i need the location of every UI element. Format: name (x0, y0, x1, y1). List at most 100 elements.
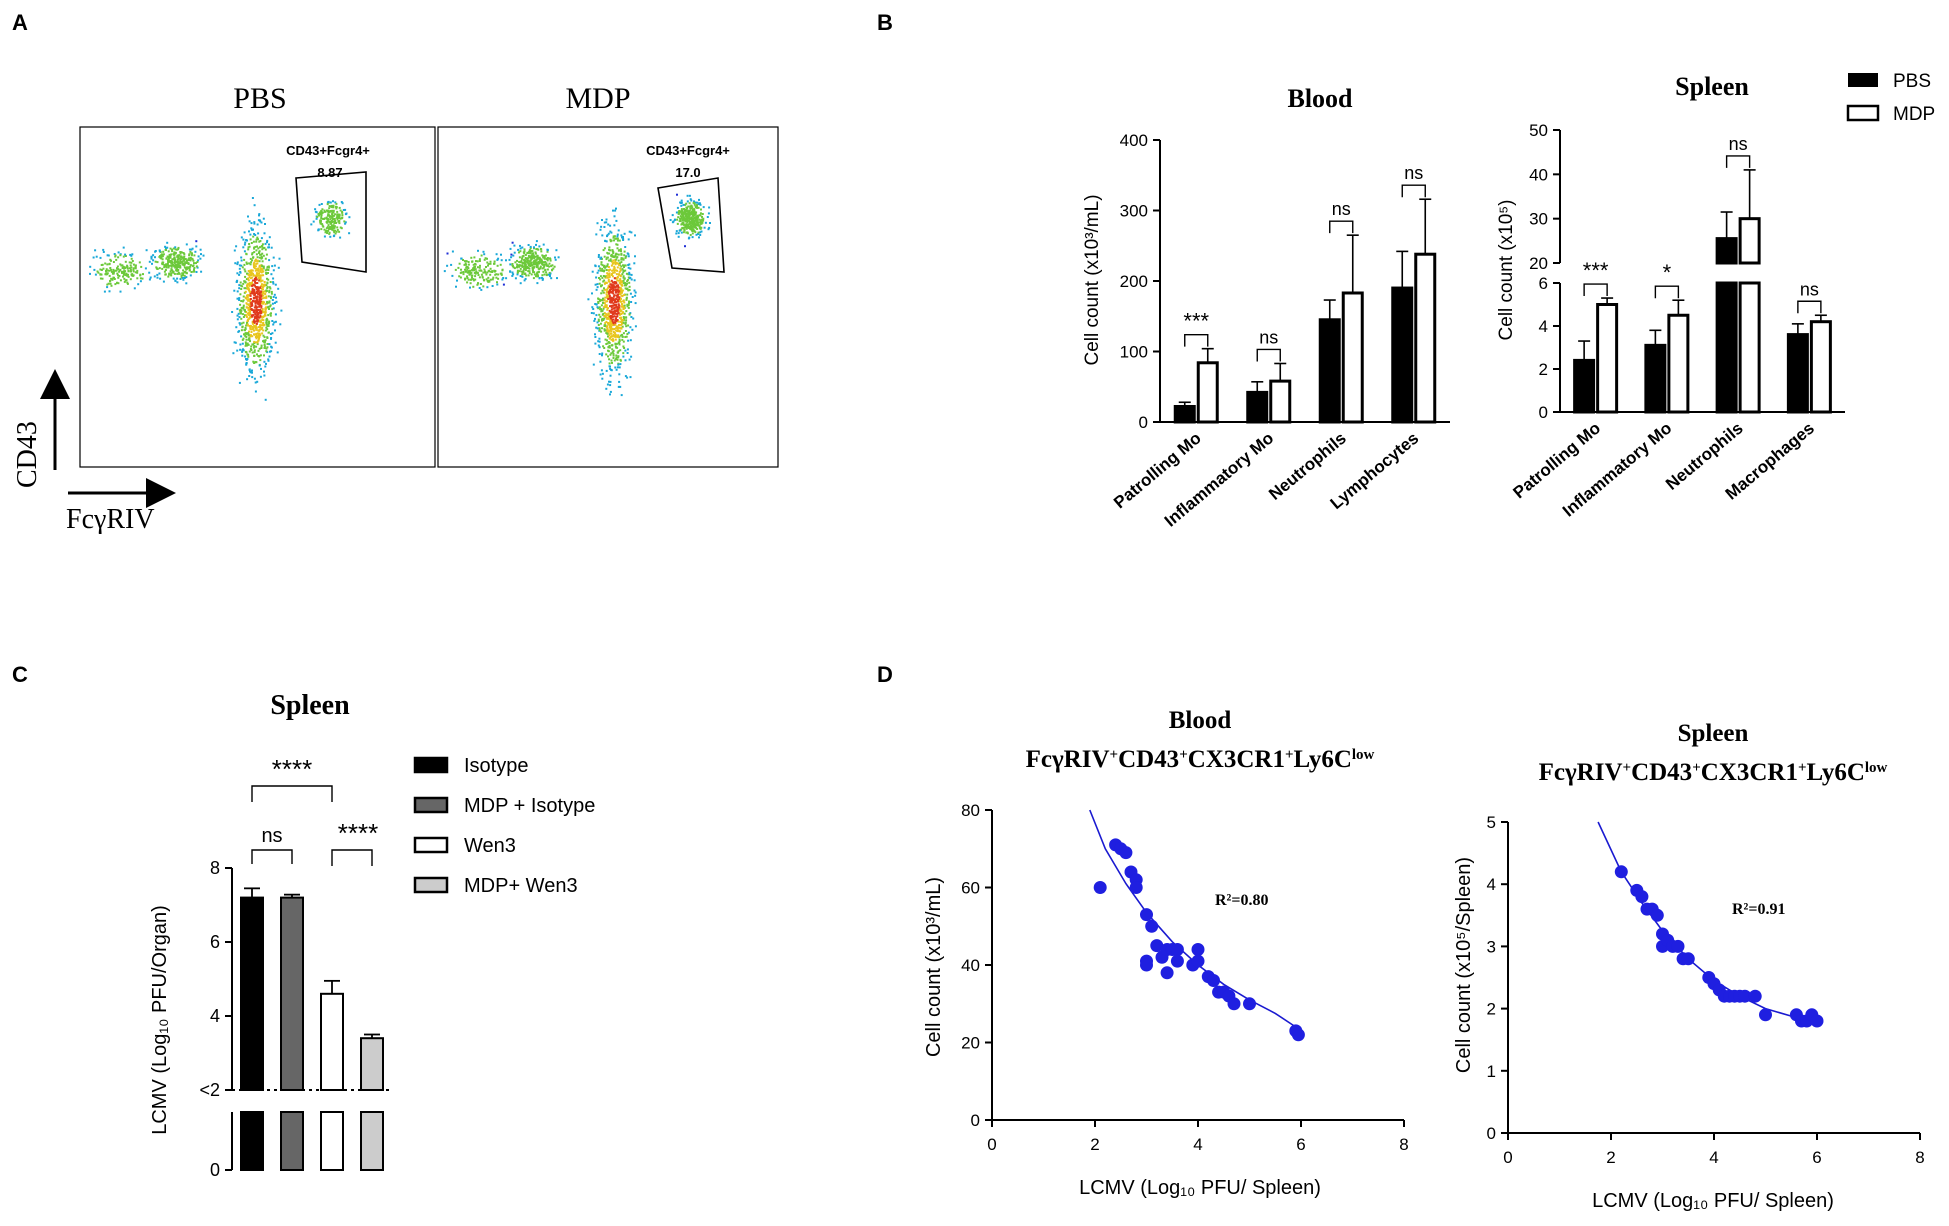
flow-event-dot (248, 283, 251, 286)
flow-event-dot (530, 264, 533, 267)
flow-event-dot (691, 206, 694, 209)
flow-event-dot (616, 319, 619, 321)
flow-event-dot (608, 309, 611, 312)
flow-event-dot (685, 210, 688, 212)
flow-event-dot (687, 227, 690, 229)
flow-event-dot (256, 332, 259, 335)
flow-event-dot (256, 282, 259, 284)
flow-event-dot (249, 334, 252, 337)
flow-event-dot (253, 284, 256, 287)
flow-event-dot (599, 228, 602, 231)
flow-event-dot (269, 281, 272, 283)
flow-gate-label-pbs: CD43+Fcgr4+ (286, 143, 370, 158)
flow-event-dot (343, 220, 346, 223)
flow-event-dot (685, 217, 688, 220)
flow-event-dot (242, 307, 245, 310)
flow-event-dot (260, 290, 263, 293)
flow-event-dot (626, 333, 629, 335)
flow-event-dot (173, 257, 176, 259)
flow-event-dot (599, 257, 602, 260)
flow-event-dot (124, 267, 127, 270)
flow-event-dot (616, 239, 619, 242)
flow-event-dot (598, 327, 601, 330)
flow-event-dot (518, 270, 521, 273)
flow-event-dot (606, 342, 609, 345)
flow-event-dot (628, 300, 630, 303)
flow-event-dot (246, 344, 248, 347)
y-tick-label: 20 (961, 1034, 980, 1053)
flow-event-dot (121, 267, 124, 269)
flow-event-dot (255, 269, 258, 272)
flow-event-dot (246, 296, 249, 299)
flow-event-dot (259, 220, 262, 223)
flow-event-dot (605, 282, 608, 284)
flow-event-dot (112, 261, 115, 263)
flow-event-dot (603, 221, 606, 224)
flow-event-dot (265, 350, 268, 353)
flow-event-dot (257, 267, 260, 270)
flow-event-dot (270, 292, 273, 295)
flow-event-dot (274, 329, 276, 332)
flow-event-dot (181, 272, 184, 275)
flow-event-dot (594, 283, 597, 286)
flow-event-dot (241, 325, 244, 328)
flow-event-dot (622, 332, 625, 335)
flow-event-dot (627, 276, 630, 279)
flow-event-dot (623, 312, 626, 315)
flow-event-dot (130, 274, 133, 277)
bar-mdp (1667, 313, 1690, 414)
flow-event-dot (603, 287, 605, 290)
flow-event-dot (328, 205, 331, 208)
flow-event-dot (546, 259, 549, 262)
flow-event-dot (552, 267, 555, 270)
flow-event-dot (329, 201, 332, 204)
flow-event-dot (189, 256, 192, 259)
flow-event-dot (693, 229, 696, 232)
flow-event-dot (601, 234, 604, 237)
flow-event-dot (607, 269, 610, 272)
flow-event-dot (248, 276, 251, 279)
flow-event-dot (255, 286, 258, 288)
flow-event-dot (630, 316, 633, 318)
flow-event-dot (622, 311, 624, 314)
flow-event-dot (476, 266, 479, 269)
flow-event-dot (700, 230, 703, 233)
flow-event-dot (280, 309, 283, 312)
flow-event-dot (491, 278, 494, 281)
flow-event-dot (499, 272, 502, 275)
flow-event-dot (172, 270, 174, 273)
flow-event-dot (132, 274, 135, 277)
y-tick-label: 60 (961, 879, 980, 898)
flow-event-dot (336, 213, 339, 216)
flow-event-dot (321, 217, 324, 220)
flow-event-dot (523, 279, 526, 282)
flow-event-dot (543, 273, 546, 276)
flow-event-dot (556, 277, 558, 280)
flow-event-dot (194, 250, 197, 253)
flow-event-dot (256, 245, 258, 248)
flow-event-dot (247, 270, 250, 272)
flow-event-dot (608, 317, 610, 320)
flow-event-dot (612, 281, 615, 284)
flow-event-dot (680, 199, 683, 202)
flow-event-dot (126, 264, 129, 267)
flow-event-dot (505, 277, 508, 280)
flow-event-dot (246, 298, 249, 301)
flow-event-dot (697, 203, 700, 205)
flow-event-dot (272, 277, 275, 280)
significance-bracket (1725, 155, 1751, 168)
flow-event-dot (252, 279, 255, 282)
flow-event-dot (130, 266, 133, 269)
flow-event-dot (485, 273, 488, 276)
flow-event-dot (185, 262, 188, 264)
flow-event-dot (176, 277, 179, 280)
flow-event-dot (234, 262, 237, 265)
flow-event-dot (610, 344, 613, 347)
flow-event-dot (467, 263, 470, 266)
flow-event-dot (263, 301, 266, 304)
flow-event-dot (489, 278, 492, 281)
flow-event-dot (247, 277, 250, 280)
flow-event-dot (523, 248, 526, 251)
flow-event-dot (244, 355, 247, 358)
flow-event-dot (491, 285, 494, 287)
